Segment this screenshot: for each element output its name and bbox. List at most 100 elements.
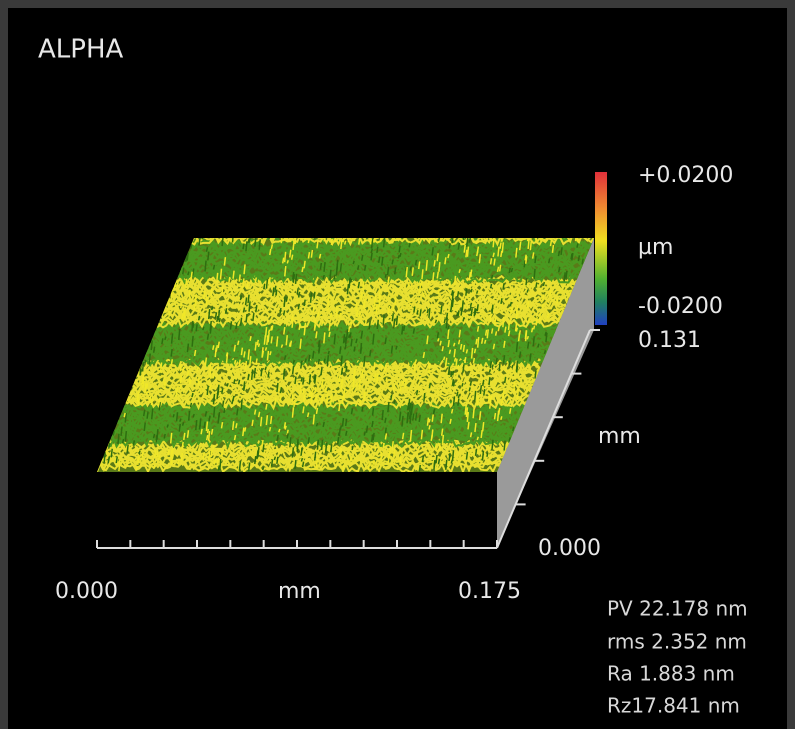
surface-spike bbox=[302, 406, 305, 414]
surface-row bbox=[112, 423, 534, 437]
surface-spike bbox=[526, 289, 529, 293]
surface-spike bbox=[382, 442, 385, 448]
surface-spike bbox=[301, 461, 305, 468]
surface-spike bbox=[463, 357, 467, 364]
surface-spike bbox=[438, 446, 442, 451]
surface-spike bbox=[126, 444, 129, 454]
surface-spike bbox=[254, 238, 257, 247]
surface-spike bbox=[405, 266, 408, 278]
surface-spike bbox=[474, 448, 478, 456]
surface-spike bbox=[439, 340, 442, 346]
surface-spike bbox=[343, 297, 347, 303]
surface-spike bbox=[181, 366, 185, 373]
y-axis-unit: mm bbox=[598, 424, 641, 449]
surface-spike bbox=[107, 456, 111, 462]
surface-spike bbox=[465, 249, 468, 258]
surface-spike bbox=[457, 398, 460, 406]
surface-spike bbox=[363, 356, 366, 367]
surface-spike bbox=[565, 270, 568, 279]
surface-spike bbox=[265, 415, 269, 426]
surface-spike bbox=[458, 329, 462, 338]
surface-spike bbox=[327, 350, 330, 355]
surface-spike bbox=[164, 336, 167, 341]
surface-spike bbox=[543, 350, 547, 355]
surface-spike bbox=[170, 449, 173, 459]
surface-spike bbox=[407, 281, 411, 288]
surface-spike bbox=[140, 378, 144, 385]
surface-spike bbox=[453, 357, 457, 362]
surface-spike bbox=[233, 379, 236, 384]
surface-spike bbox=[329, 395, 333, 405]
surface-spike bbox=[299, 338, 302, 349]
surface-spike bbox=[202, 291, 206, 300]
surface-spike bbox=[181, 313, 184, 320]
surface-spike bbox=[202, 452, 205, 460]
surface-spike bbox=[247, 462, 251, 472]
surface-spike bbox=[180, 452, 184, 461]
surface-spike bbox=[176, 282, 179, 287]
surface-spike bbox=[157, 398, 161, 406]
surface-spike bbox=[206, 333, 210, 340]
surface-spike bbox=[387, 402, 390, 413]
surface-spike bbox=[182, 309, 186, 317]
surface-spike bbox=[393, 399, 396, 404]
surface-spike bbox=[532, 325, 536, 330]
surface-spike bbox=[284, 425, 287, 430]
surface-spike bbox=[384, 273, 387, 278]
surface-spike bbox=[453, 348, 456, 358]
surface-spike bbox=[428, 424, 431, 430]
surface-spike bbox=[309, 292, 313, 303]
surface-spike bbox=[175, 412, 179, 422]
x-axis-min: 0.000 bbox=[55, 579, 118, 604]
surface-spike bbox=[251, 419, 254, 427]
surface-spike bbox=[152, 433, 156, 439]
surface-spike bbox=[268, 426, 272, 432]
surface-spike bbox=[254, 456, 257, 465]
surface-spike bbox=[141, 362, 145, 372]
surface-spike bbox=[415, 389, 419, 396]
surface-spike bbox=[270, 336, 273, 344]
surface-spike bbox=[408, 411, 412, 420]
surface-spike bbox=[464, 405, 467, 415]
surface-spike bbox=[249, 335, 252, 342]
x-axis-max: 0.175 bbox=[458, 579, 521, 604]
surface-spike bbox=[315, 394, 318, 402]
surface-spike bbox=[198, 424, 202, 430]
surface-spike bbox=[541, 303, 544, 308]
surface-spike bbox=[155, 434, 158, 443]
surface-spike bbox=[362, 281, 365, 291]
y-axis-max: 0.131 bbox=[638, 328, 701, 353]
surface-spike bbox=[216, 364, 220, 370]
surface-spike bbox=[338, 402, 341, 412]
surface-spike bbox=[451, 450, 455, 461]
surface-spike bbox=[451, 298, 455, 308]
surface-spike bbox=[445, 357, 448, 366]
surface-spike bbox=[289, 340, 293, 347]
surface-spike bbox=[391, 259, 394, 265]
surface-spike bbox=[216, 315, 219, 323]
surface-spike bbox=[324, 387, 328, 394]
surface-spike bbox=[213, 459, 217, 465]
surface-spike bbox=[481, 421, 485, 432]
surface-spike bbox=[447, 325, 450, 330]
surface-spike bbox=[411, 267, 414, 276]
surface-spike bbox=[333, 333, 336, 345]
surface-spike bbox=[209, 363, 212, 371]
surface-spike bbox=[397, 254, 400, 259]
surface-spike bbox=[423, 392, 426, 402]
surface-spike bbox=[365, 425, 369, 433]
colorbar-max: +0.0200 bbox=[638, 163, 733, 188]
surface-spike bbox=[426, 417, 430, 426]
surface-spike bbox=[188, 289, 191, 298]
surface-spike bbox=[395, 345, 398, 350]
surface-spike bbox=[518, 351, 522, 359]
surface-spike bbox=[496, 266, 500, 273]
surface-spike bbox=[449, 418, 452, 425]
surface-spike bbox=[210, 289, 213, 299]
surface-spike bbox=[451, 238, 454, 244]
surface-spike bbox=[515, 247, 518, 258]
surface-spike bbox=[514, 322, 518, 332]
surface-spike bbox=[253, 409, 257, 415]
surface-spike bbox=[322, 421, 325, 428]
surface-spike bbox=[189, 379, 192, 385]
